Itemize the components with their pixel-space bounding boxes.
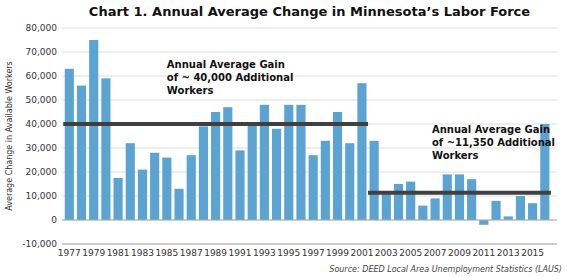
- y-tick-label: -10,000: [22, 239, 57, 249]
- bar: [345, 143, 354, 220]
- grid-line: [62, 148, 557, 149]
- bar: [138, 170, 147, 220]
- x-tick-label: 1997: [302, 248, 325, 258]
- grid-line: [62, 76, 557, 77]
- chart: -10,000 0 10,000 20,000 30,000 40,000 50,000 60…: [0, 0, 567, 277]
- bar: [235, 150, 244, 220]
- y-tick-label: 20,000: [26, 167, 58, 177]
- grid-line: [62, 52, 557, 53]
- x-ticks: 1977197919811983198519871989199119931995…: [58, 248, 544, 258]
- y-ticks: -10,000 0 10,000 20,000 30,000 40,000 50,000 60…: [22, 23, 57, 249]
- bar: [272, 129, 281, 220]
- bar: [406, 182, 415, 220]
- y-tick-label: 70,000: [26, 47, 58, 57]
- x-tick-label: 2003: [375, 248, 398, 258]
- bar: [357, 83, 366, 220]
- bar: [309, 155, 318, 220]
- annotations: Annual Average Gain of ~ 40,000 Additiona…: [167, 59, 555, 161]
- bar: [187, 155, 196, 220]
- x-tick-label: 1979: [82, 248, 105, 258]
- bar: [333, 112, 342, 220]
- x-tick-label: 1985: [155, 248, 178, 258]
- annotation-line: of ~ 40,000 Additional: [167, 72, 294, 83]
- zero-line: [62, 220, 557, 221]
- x-tick-label: 1989: [204, 248, 227, 258]
- bar: [479, 220, 488, 225]
- x-tick-label: 2007: [424, 248, 447, 258]
- x-tick-label: 1995: [277, 248, 300, 258]
- annotation-line: Workers: [432, 150, 479, 161]
- bar: [491, 201, 500, 220]
- annotation-line: Workers: [167, 85, 214, 96]
- bar: [382, 191, 391, 220]
- y-axis-label: Average Change in Available Workers: [5, 61, 14, 211]
- x-tick-label: 2011: [472, 248, 495, 258]
- bar: [65, 69, 74, 220]
- x-tick-label: 2009: [448, 248, 471, 258]
- bar: [504, 216, 513, 220]
- x-tick-label: 1993: [253, 248, 276, 258]
- x-tick-label: 1991: [229, 248, 252, 258]
- x-tick-label: 2001: [350, 248, 373, 258]
- x-tick-label: 2005: [399, 248, 422, 258]
- bar: [101, 78, 110, 220]
- annotation-line: Annual Average Gain: [167, 59, 285, 70]
- bar: [418, 206, 427, 220]
- bar: [77, 86, 86, 220]
- grid-line: [62, 28, 557, 29]
- plot-area: [62, 40, 557, 225]
- x-axis-line: [62, 244, 557, 245]
- bar: [431, 198, 440, 220]
- bar: [455, 174, 464, 220]
- bar: [150, 153, 159, 220]
- x-tick-label: 1987: [180, 248, 203, 258]
- x-tick-label: 2015: [521, 248, 544, 258]
- x-tick-label: 2013: [497, 248, 520, 258]
- y-tick-label: 40,000: [26, 119, 58, 129]
- grid-line: [62, 100, 557, 101]
- bar: [443, 174, 452, 220]
- reference-line: [368, 191, 551, 195]
- bar: [516, 196, 525, 220]
- y-tick-label: 0: [51, 215, 57, 225]
- annotation-line: Annual Average Gain: [432, 124, 550, 135]
- bar: [528, 203, 537, 220]
- bar: [370, 141, 379, 220]
- y-tick-label: 80,000: [26, 23, 58, 33]
- bar: [199, 126, 208, 220]
- title: Chart 1. Annual Average Change in Minnes…: [89, 4, 530, 19]
- reference-line: [63, 122, 368, 126]
- source: Source: DEED Local Area Unemployment Sta…: [329, 265, 562, 274]
- bar: [162, 158, 171, 220]
- y-tick-label: 10,000: [26, 191, 58, 201]
- bar: [174, 189, 183, 220]
- y-tick-label: 30,000: [26, 143, 58, 153]
- annotation: Annual Average Gain of ~ 40,000 Additiona…: [167, 59, 294, 96]
- bar: [211, 112, 220, 220]
- grid-line: [62, 244, 557, 245]
- grid: [62, 28, 557, 244]
- bar: [394, 184, 403, 220]
- x-tick-label: 1999: [326, 248, 349, 258]
- annotation-line: of ~11,350 Additional: [432, 137, 555, 148]
- bar: [89, 40, 98, 220]
- x-tick-label: 1983: [131, 248, 154, 258]
- bar: [321, 141, 330, 220]
- bar: [126, 143, 135, 220]
- annotation: Annual Average Gain of ~11,350 Additional…: [432, 124, 555, 161]
- bar: [248, 123, 257, 220]
- x-tick-label: 1981: [107, 248, 130, 258]
- x-tick-label: 1977: [58, 248, 81, 258]
- grid-line: [62, 220, 557, 221]
- bar: [114, 178, 123, 220]
- y-tick-label: 60,000: [26, 71, 58, 81]
- bar: [467, 179, 476, 220]
- y-tick-label: 50,000: [26, 95, 58, 105]
